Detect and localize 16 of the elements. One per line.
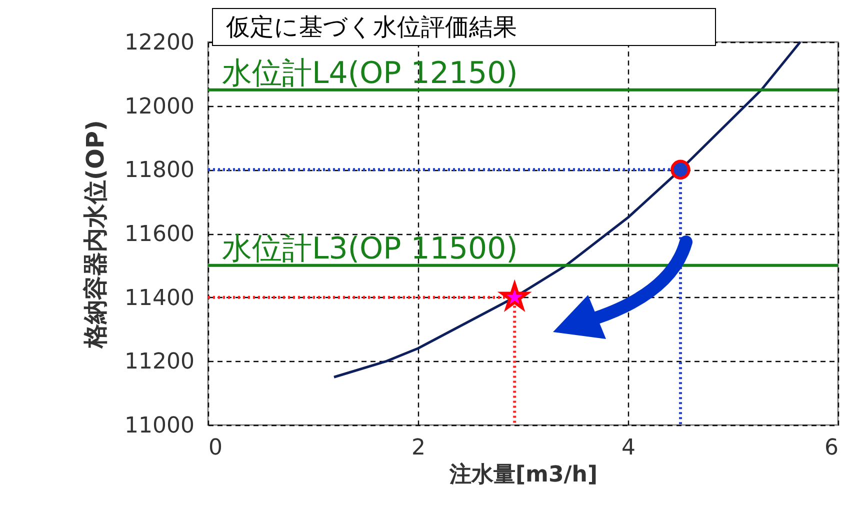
y-tick-label: 11000 [124,414,194,438]
chart-title: 仮定に基づく水位評価結果 [226,12,517,43]
y-axis-title: 格納容器内水位(OP) [82,120,110,349]
x-tick-label: 6 [824,436,838,460]
y-tick-label: 11200 [124,350,194,375]
x-tick-label: 2 [412,436,426,460]
y-tick-label: 11800 [124,158,194,184]
x-tick-label: 0 [208,436,222,460]
y-tick-label: 11400 [124,286,194,311]
y-tick-label: 11600 [124,222,194,247]
ref-line-label: 水位計L3(OP 11500) [222,231,518,266]
ref-line-label: 水位計L4(OP 12150) [222,56,518,91]
y-tick-label: 12000 [124,94,194,120]
x-axis-title: 注水量[m3/h] [448,462,598,488]
x-tick-label: 4 [622,436,636,460]
y-tick-label: 12200 [124,30,194,56]
